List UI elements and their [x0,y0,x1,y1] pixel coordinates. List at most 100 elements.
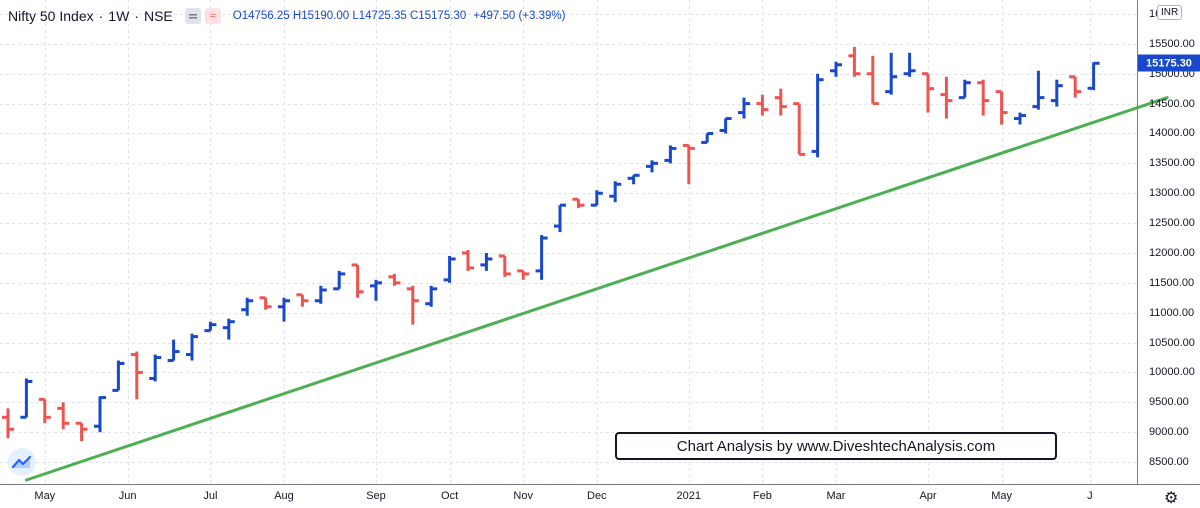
price-tick-label: 12000.00 [1149,246,1195,259]
ohlc-bar [922,72,934,113]
ohlc-bar [425,285,438,307]
price-axis[interactable]: 16 15500.00 15000.00 14500.00 14000.00 13500.… [1137,0,1200,484]
price-tick-label: 12500.00 [1149,217,1195,230]
ohlc-bar [995,90,1008,125]
ohlc-bar [498,254,511,277]
time-tick-label: May [34,490,56,502]
ohlc-bar [1069,75,1082,98]
ohlc-bar [259,296,272,310]
ohlc-bars [2,46,1100,442]
ohlc-bar [2,408,14,439]
ohlc-bar [204,321,217,333]
ohlc-bar [186,333,198,361]
interval-label[interactable]: 1W [108,8,130,24]
high-value: 15190.00 [301,10,350,22]
chart-legend: Nifty 50 Index · 1W · NSE ≈ O14756.25 H1… [8,6,566,26]
time-tick-label: May [991,490,1012,502]
support-trendline[interactable] [24,96,1169,482]
ohlc-bar [351,263,364,298]
close-label: C [409,10,419,22]
ohlc-bar [20,378,33,419]
time-tick-label: Sep [366,490,386,502]
price-tick-label: 13500.00 [1149,157,1195,170]
ohlc-bar [149,354,162,382]
gear-icon[interactable]: ⚙ [1164,490,1179,507]
ohlc-bar [848,46,861,77]
price-tick-label: 10000.00 [1149,366,1195,379]
ohlc-bar [811,73,824,158]
ohlc-bar [406,285,419,325]
ohlc-bar [830,61,842,77]
ohlc-bar [590,190,603,207]
ohlc-bar [94,396,106,433]
price-tick-label: 14500.00 [1149,97,1195,110]
time-tick-label: Oct [441,490,459,502]
ohlc-bar [241,297,254,316]
time-axis[interactable]: May Jun Jul Aug Sep Oct Nov Dec 2021 Feb Mar Apr May… [0,484,1137,508]
ohlc-bar [701,131,714,144]
ohlc-bar [738,97,750,119]
ohlc-bar [719,117,732,134]
ohlc-bar [443,255,456,283]
time-tick-label: Feb [752,490,772,502]
separator-dot: · [98,8,104,24]
price-tick-label: 13000.00 [1149,187,1195,200]
ohlc-bar [756,94,769,116]
trendline[interactable] [24,96,1169,482]
price-tick-label: 11500.00 [1149,276,1195,289]
ohlc-bar [646,160,658,173]
minus-icon [188,14,197,19]
time-tick-label: Apr [919,490,937,502]
price-tick-label: 15500.00 [1149,37,1195,50]
ohlc-bar [664,145,677,164]
ohlc-bar [333,270,346,291]
price-tick-label: 11000.00 [1149,306,1195,319]
approx-icon: ≈ [209,10,216,22]
ohlc-bar [38,397,51,424]
change-value: +497.50 (+3.39%) [473,10,566,22]
time-tick-label: Jun [118,490,137,502]
price-tick-label: 9500.00 [1149,396,1189,409]
low-value: 14725.35 [358,10,407,22]
hide-legend-button[interactable] [184,8,201,24]
time-tick-label: Nov [513,490,533,502]
tradingview-logo-icon[interactable] [8,448,36,476]
symbol-name[interactable]: Nifty 50 Index [8,8,94,24]
exchange-label[interactable]: NSE [143,8,173,24]
price-tick-label: 10500.00 [1149,336,1195,349]
ohlc-bar [866,55,879,106]
ohlc-bar [609,181,622,203]
time-tick-label: 2021 [676,490,702,502]
high-label: H [292,10,302,22]
ohlc-bar [627,173,640,185]
ohlc-bar [1032,70,1045,110]
ohlc-bar [388,273,401,286]
ohlc-bar [112,360,125,392]
ohlc-bar [370,279,382,301]
low-label: L [352,10,359,22]
chart-annotation-box[interactable]: Chart Analysis by www.DiveshtechAnalysis… [615,432,1057,460]
time-tick-label: Jul [203,490,218,502]
open-label: O [232,10,242,22]
ohlc-bar [1087,61,1100,91]
close-value: 15175.30 [418,10,467,22]
ohlc-bar [554,203,566,233]
ohlc-bar [222,318,235,340]
time-tick-label: Aug [274,490,294,502]
ohlc-bar [1014,112,1026,125]
compare-symbol-button[interactable]: ≈ [204,8,221,24]
ohlc-bar [885,52,898,95]
time-tick-label: Dec [587,490,607,502]
ohlc-bar [296,293,309,307]
ohlc-bar [774,88,787,116]
ohlc-bar [535,235,548,280]
ohlc-bar [517,269,530,280]
price-tick-label: 9000.00 [1149,426,1189,439]
ohlc-bar [75,421,88,442]
ohlc-bar [572,197,585,209]
ohlc-bar [462,249,474,271]
ohlc-bar [57,402,70,430]
ohlc-bar [682,143,695,185]
currency-label[interactable]: INR [1157,5,1183,20]
